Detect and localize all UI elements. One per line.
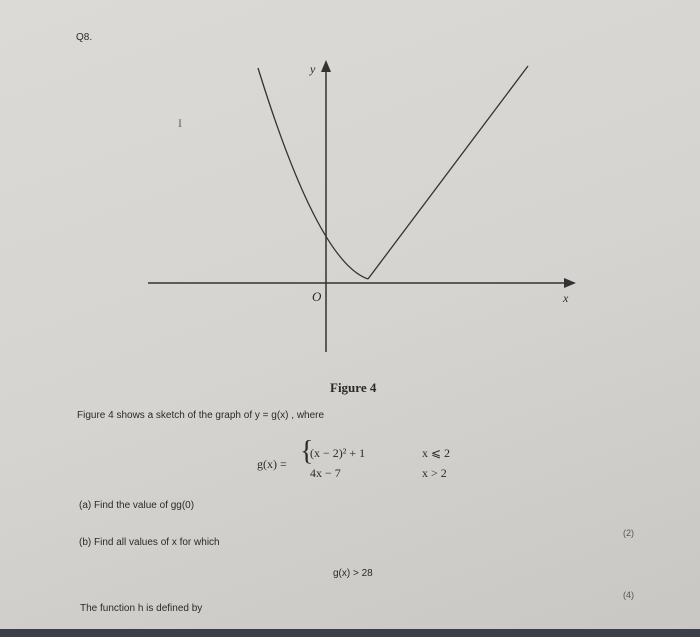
bottom-strip (0, 629, 700, 637)
parabola-branch (257, 67, 369, 280)
intro-text: Figure 4 shows a sketch of the graph of … (77, 410, 325, 421)
case-condition: x ⩽ 2 (422, 446, 451, 460)
case-expression: 4x − 7 (310, 466, 341, 480)
linear-branch (367, 65, 529, 280)
footer-text: The function h is defined by (80, 603, 203, 614)
definition-lhs: g(x) = (257, 457, 287, 471)
x-label: x (563, 291, 569, 305)
inequality: g(x) > 28 (333, 568, 373, 579)
case-expression: (x − 2)² + 1 (310, 446, 366, 460)
brace: { (300, 436, 314, 467)
figure-caption: Figure 4 (330, 380, 377, 395)
part-a: (a) Find the value of gg(0) (79, 500, 195, 511)
origin-label: O (312, 289, 322, 304)
marks: (2) (623, 528, 634, 538)
marks: (4) (623, 590, 634, 600)
y-label: y (310, 62, 316, 76)
question-number: Q8. (76, 32, 93, 43)
part-b: (b) Find all values of x for which (79, 537, 220, 548)
cursor-mark: I (178, 116, 182, 130)
case-condition: x > 2 (422, 466, 447, 480)
y-arrow (321, 60, 331, 72)
x-arrow (564, 278, 576, 288)
